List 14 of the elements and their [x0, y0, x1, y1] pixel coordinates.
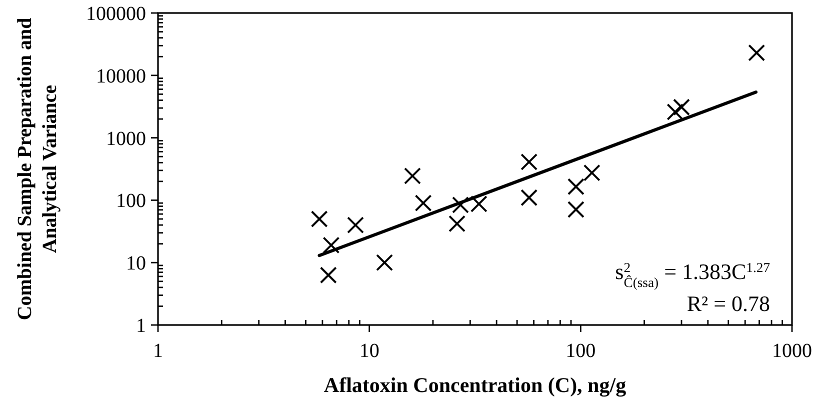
x-tick-label: 1000 [772, 340, 812, 362]
y-tick-label: 100 [116, 190, 146, 212]
y-axis-title: Combined Sample Preparation and Analytical Variance [14, 18, 61, 320]
y-tick-label: 10000 [96, 65, 146, 88]
y-tick-label: 10 [126, 252, 146, 275]
annotation: R² = 0.78 [686, 291, 770, 316]
x-tick-label: 10 [359, 340, 380, 362]
y-tick-label: 1 [136, 315, 146, 337]
x-tick-label: 100 [566, 340, 596, 362]
x-tick-label: 1 [153, 340, 163, 362]
y-tick-label: 1000 [106, 128, 146, 150]
y-tick-label: 100000 [86, 3, 146, 25]
x-axis-title: Aflatoxin Concentration (C), ng/g [324, 373, 627, 397]
annotation: s$^{2}$$_{Ĉ(ssa)}$ = 1.383C$^{1.27}$ [615, 259, 770, 290]
